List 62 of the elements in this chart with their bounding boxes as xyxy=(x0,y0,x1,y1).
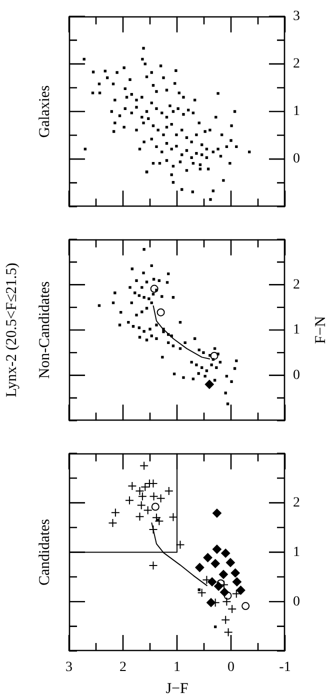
x-tick-label: 1 xyxy=(174,660,180,676)
point xyxy=(232,589,241,598)
y-tick-label: 1 xyxy=(293,544,300,560)
point xyxy=(135,512,144,522)
point xyxy=(152,513,161,522)
point xyxy=(226,558,235,568)
point xyxy=(222,597,232,606)
y-tick-label: 3 xyxy=(293,9,300,24)
point xyxy=(210,352,218,360)
point xyxy=(228,604,237,614)
point xyxy=(164,486,174,496)
point xyxy=(195,563,204,572)
point xyxy=(203,553,212,562)
point xyxy=(212,508,222,518)
y-tick-label: 2 xyxy=(293,277,300,292)
point xyxy=(140,461,149,470)
text: Galaxies xyxy=(36,85,53,138)
y-tick-label: 0 xyxy=(293,594,300,610)
point xyxy=(224,592,232,600)
y-tick-label: 0 xyxy=(293,368,300,383)
point xyxy=(176,540,185,550)
y-axis-title: F−N xyxy=(312,316,329,344)
point xyxy=(232,577,242,586)
x-tick-label: 3 xyxy=(66,660,72,676)
point xyxy=(230,568,240,578)
point xyxy=(156,494,166,503)
y-tick-label: 1 xyxy=(293,322,300,338)
y-tick-label: 2 xyxy=(293,495,300,510)
y-tick-label: 1 xyxy=(293,104,300,120)
point xyxy=(151,502,160,511)
point xyxy=(242,602,250,610)
x-tick-label: 2 xyxy=(120,660,126,676)
point xyxy=(148,524,158,534)
point xyxy=(221,615,230,624)
point xyxy=(154,516,164,526)
x-tick-label: -1 xyxy=(279,660,291,676)
point xyxy=(210,559,220,568)
point xyxy=(124,496,134,505)
point xyxy=(140,482,150,492)
x-tick-label: 0 xyxy=(228,660,234,676)
point xyxy=(224,628,233,637)
point xyxy=(212,544,222,554)
point xyxy=(236,586,246,595)
y-tick-label: 2 xyxy=(293,56,300,72)
point xyxy=(110,508,120,518)
point xyxy=(218,570,228,579)
point xyxy=(208,577,217,586)
point xyxy=(204,380,214,389)
text: Lynx-2 (20.5<F≤21.5) xyxy=(4,262,20,398)
y-tick-label: 0 xyxy=(293,152,300,167)
point xyxy=(150,284,158,293)
point xyxy=(206,598,216,608)
point xyxy=(156,308,165,316)
x-axis-title: J−F xyxy=(166,680,188,697)
point xyxy=(149,492,158,501)
point xyxy=(108,518,118,528)
point xyxy=(197,588,206,598)
point xyxy=(221,548,230,558)
text: Non-Candidates xyxy=(36,281,53,379)
point xyxy=(148,561,158,570)
text: Candidates xyxy=(36,518,53,586)
point xyxy=(128,482,137,491)
